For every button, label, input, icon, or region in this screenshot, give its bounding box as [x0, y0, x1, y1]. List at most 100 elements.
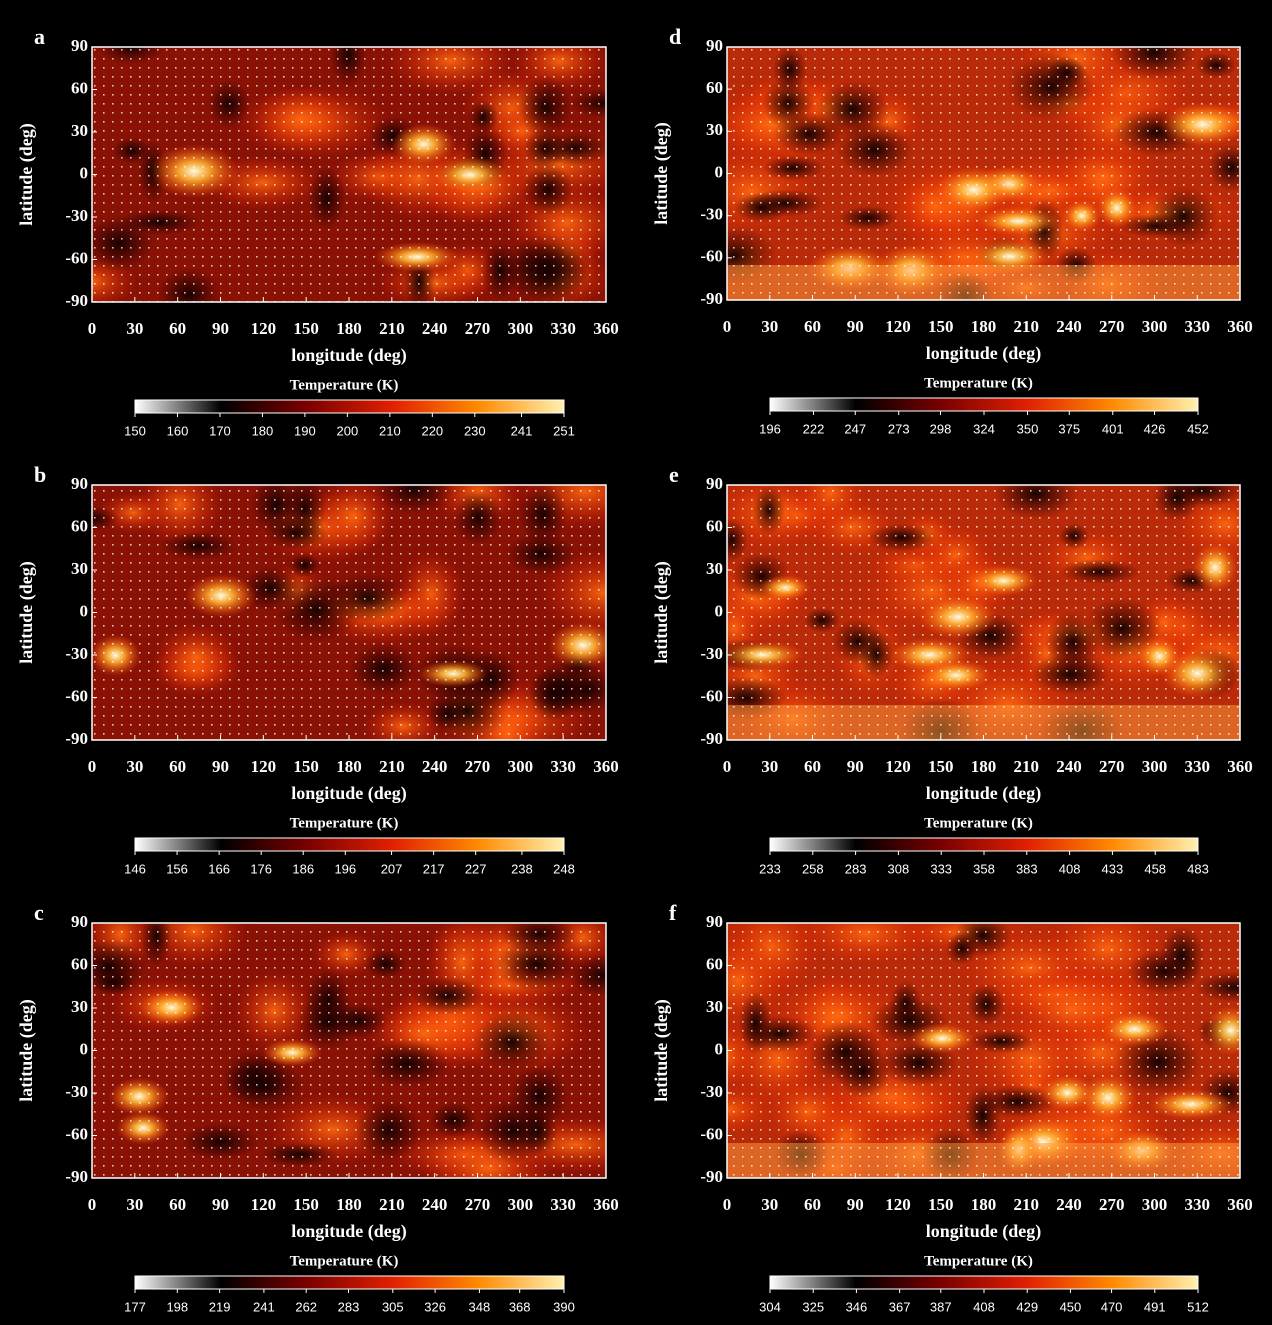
y-tick-label: 60 [71, 78, 88, 97]
y-tick-label: -90 [700, 1167, 723, 1186]
x-tick-label: 60 [169, 319, 186, 338]
x-tick-label: 270 [1099, 757, 1125, 776]
y-axis-label: latitude (deg) [651, 122, 672, 225]
colorbar-tick-label: 324 [973, 421, 995, 436]
colorbar [134, 837, 565, 852]
colorbar [134, 399, 565, 414]
colorbar-tick-label: 150 [124, 423, 146, 438]
x-tick-label: 240 [422, 319, 448, 338]
x-tick-label: 0 [88, 1195, 97, 1214]
wind-vectors [727, 47, 1240, 300]
temperature-field [727, 923, 1240, 1178]
colorbar-tick-label: 238 [511, 861, 533, 876]
colorbar-tick-label: 375 [1058, 421, 1080, 436]
x-tick-label: 210 [379, 319, 405, 338]
temperature-field [727, 47, 1240, 300]
y-tick-label: -60 [700, 1124, 723, 1143]
wind-vectors [727, 923, 1240, 1178]
heatmap-panel: 0 30 60 90 120 150 180 210 240 270 300 330 360-90-60… [651, 900, 1253, 1314]
x-tick-label: 240 [422, 757, 448, 776]
x-tick-label: 270 [465, 757, 491, 776]
x-tick-label: 300 [508, 319, 534, 338]
colorbar-tick-label: 222 [803, 421, 825, 436]
x-tick-label: 120 [885, 317, 911, 336]
x-tick-label: 360 [593, 757, 619, 776]
temperature-field [92, 47, 606, 302]
y-tick-label: 0 [715, 162, 724, 181]
y-tick-label: -30 [700, 205, 723, 224]
x-tick-label: 300 [1142, 317, 1168, 336]
x-tick-label: 150 [928, 757, 954, 776]
x-tick-label: 360 [593, 1195, 619, 1214]
colorbar-tick-label: 241 [511, 423, 533, 438]
x-tick-label: 60 [804, 317, 821, 336]
x-tick-label: 330 [550, 319, 576, 338]
colorbar-tick-label: 233 [759, 861, 781, 876]
x-axis-label: longitude (deg) [291, 345, 407, 366]
x-tick-label: 180 [336, 1195, 362, 1214]
x-tick-label: 360 [1227, 317, 1253, 336]
y-tick-label: 90 [71, 912, 88, 931]
colorbar-tick-label: 207 [381, 861, 403, 876]
colorbar-tick-label: 304 [759, 1299, 781, 1314]
colorbar-tick-label: 156 [166, 861, 188, 876]
colorbar-tick-label: 368 [509, 1299, 531, 1314]
y-tick-label: 0 [715, 1039, 724, 1058]
x-axis-label: longitude (deg) [291, 783, 407, 804]
x-tick-label: 240 [1056, 757, 1082, 776]
colorbar-tick-label: 333 [930, 861, 952, 876]
y-tick-label: -30 [65, 1082, 88, 1101]
x-tick-label: 0 [723, 317, 732, 336]
x-tick-label: 210 [379, 757, 405, 776]
y-tick-label: 60 [706, 954, 723, 973]
colorbar-tick-label: 190 [294, 423, 316, 438]
y-axis-label: latitude (deg) [651, 999, 672, 1102]
colorbar-tick-label: 227 [465, 861, 487, 876]
colorbar-tick-label: 170 [209, 423, 231, 438]
y-axis-label: latitude (deg) [651, 561, 672, 664]
x-tick-label: 0 [723, 1195, 732, 1214]
colorbar-tick-label: 160 [167, 423, 189, 438]
colorbar-tick-label: 470 [1101, 1299, 1123, 1314]
x-tick-label: 150 [928, 1195, 954, 1214]
y-tick-label: -60 [700, 247, 723, 266]
colorbar-tick-label: 452 [1187, 421, 1209, 436]
colorbar [769, 397, 1199, 412]
x-tick-label: 300 [508, 757, 534, 776]
temperature-field [92, 485, 606, 740]
colorbar-tick-label: 367 [889, 1299, 911, 1314]
x-tick-label: 180 [971, 1195, 997, 1214]
y-tick-label: -60 [65, 686, 88, 705]
colorbar-tick-label: 450 [1060, 1299, 1082, 1314]
colorbar-label: Temperature (K) [290, 815, 399, 831]
x-tick-label: 210 [1014, 757, 1040, 776]
colorbar-tick-label: 248 [553, 861, 575, 876]
heatmap-panel: 0 30 60 90 120 150 180 210 240 270 300 330 360-90-60… [16, 24, 619, 438]
colorbar-tick-label: 219 [209, 1299, 231, 1314]
y-tick-label: 90 [71, 36, 88, 55]
colorbar-tick-label: 426 [1144, 421, 1166, 436]
x-tick-label: 240 [1056, 1195, 1082, 1214]
colorbar-tick-label: 283 [845, 861, 867, 876]
colorbar-tick-label: 346 [846, 1299, 868, 1314]
x-tick-label: 90 [212, 319, 229, 338]
heatmap-panel: 0 30 60 90 120 150 180 210 240 270 300 330 360-90-60… [16, 900, 619, 1314]
heatmap-panel: 0 30 60 90 120 150 180 210 240 270 300 330 360-90-60… [651, 24, 1253, 436]
x-tick-label: 0 [723, 757, 732, 776]
x-tick-label: 210 [379, 1195, 405, 1214]
x-tick-label: 300 [1142, 757, 1168, 776]
colorbar-tick-label: 387 [930, 1299, 952, 1314]
x-axis-label: longitude (deg) [926, 343, 1042, 364]
x-tick-label: 300 [508, 1195, 534, 1214]
colorbar-tick-label: 258 [802, 861, 824, 876]
x-tick-label: 90 [847, 1195, 864, 1214]
y-tick-label: -30 [700, 1082, 723, 1101]
colorbar-tick-label: 196 [334, 861, 356, 876]
x-tick-label: 90 [212, 757, 229, 776]
colorbar-tick-label: 326 [424, 1299, 446, 1314]
heatmap-panel: 0 30 60 90 120 150 180 210 240 270 300 330 360-90-60… [651, 462, 1253, 876]
y-tick-label: 30 [706, 120, 723, 139]
x-tick-label: 60 [804, 757, 821, 776]
panel-label: a [34, 24, 45, 49]
panel-label: f [669, 900, 677, 925]
